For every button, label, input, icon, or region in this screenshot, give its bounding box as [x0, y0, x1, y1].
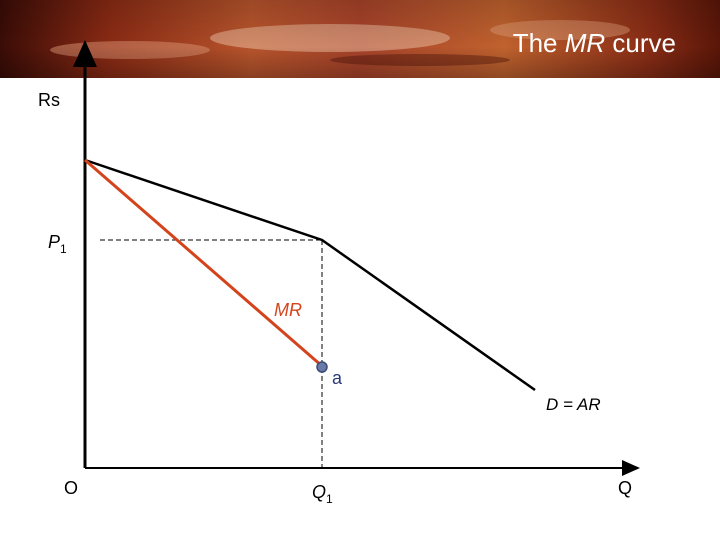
banner: The MR curve: [0, 0, 720, 78]
label-text: Q: [312, 482, 326, 502]
label-text: 1: [60, 242, 67, 256]
origin-label: O: [64, 478, 78, 498]
point: [316, 361, 328, 373]
price-label: P1: [48, 232, 67, 256]
title-text: The: [513, 28, 565, 58]
label-text: 1: [326, 492, 333, 506]
curve-label: MR: [274, 300, 302, 320]
diagram: Rs P1 MR a D = AR O Q1 Q: [38, 40, 640, 506]
point-label: a: [332, 368, 343, 388]
axis-label: Q: [618, 478, 632, 498]
slide-title: The MR curve: [513, 28, 676, 58]
title-text: MR: [565, 28, 605, 58]
title-text: curve: [605, 28, 676, 58]
demand-curve: [84, 158, 536, 392]
label-text: P: [48, 232, 60, 252]
axis-label: Rs: [38, 90, 60, 110]
curve-label: D = AR: [546, 395, 601, 414]
mr-curve: [84, 158, 323, 368]
quantity-label: Q1: [312, 482, 333, 506]
